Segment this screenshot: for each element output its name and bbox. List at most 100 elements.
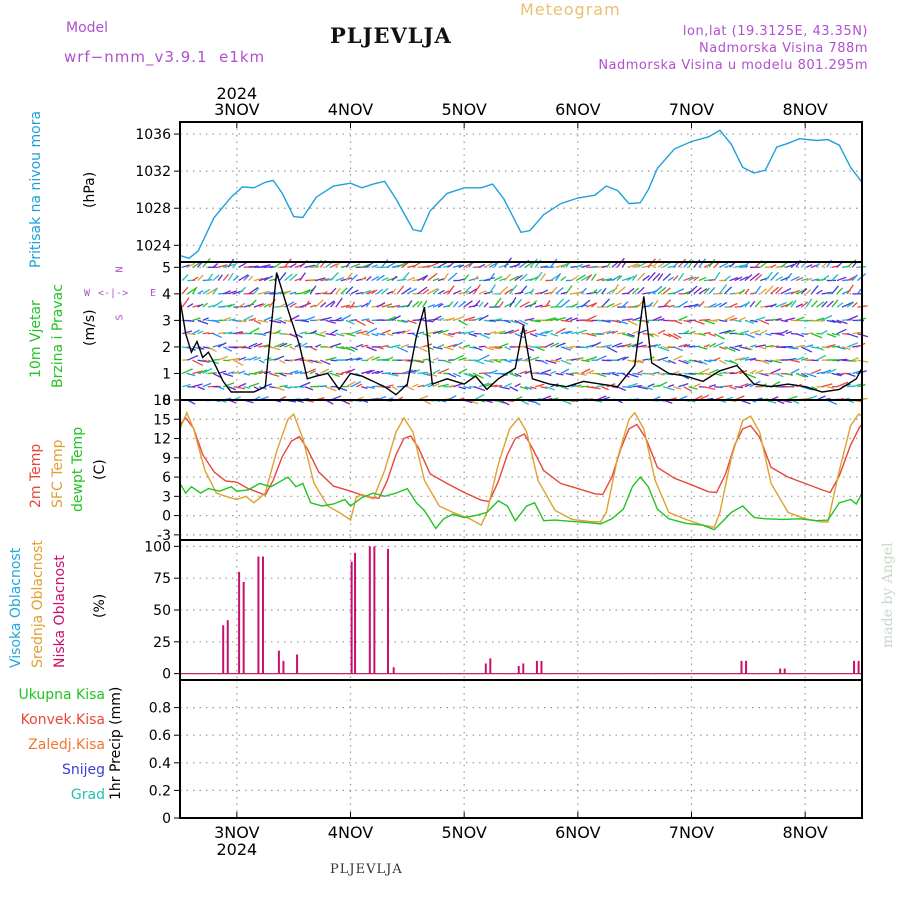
wind-arrow	[626, 275, 635, 282]
wind-arrow	[223, 372, 234, 378]
wind-arrow	[488, 330, 497, 335]
wind-arrow	[555, 287, 564, 295]
wind-arrow	[350, 346, 358, 351]
wind-arrow	[693, 383, 701, 388]
wind-arrow	[698, 288, 708, 295]
wind-arrow	[703, 287, 710, 295]
wind-arrow	[775, 265, 786, 268]
wind-arrow	[800, 372, 809, 378]
wind-arrow	[688, 345, 696, 348]
wind-arrow	[831, 299, 839, 308]
wind-arrow	[719, 371, 727, 375]
y-tick-label: 0.6	[149, 728, 171, 744]
x-day-label-bottom: 3NOV	[214, 823, 259, 842]
wind-arrow	[494, 359, 502, 363]
wind-arrow	[709, 319, 718, 322]
y-tick-label: 6	[162, 470, 171, 486]
x-day-label-bottom: 5NOV	[441, 823, 486, 842]
wind-arrow	[478, 372, 491, 375]
wind-arrow	[284, 290, 292, 295]
wind-arrow	[366, 355, 375, 361]
y-tick-label: 1032	[135, 164, 171, 180]
wind-arrow	[478, 301, 484, 308]
wind-arrow	[545, 342, 554, 348]
wind-arrow	[846, 301, 855, 308]
wind-arrow	[724, 329, 736, 335]
wind-arrow	[432, 357, 439, 361]
wind-arrow	[422, 265, 431, 268]
wind-arrow	[545, 359, 557, 364]
wind-arrow	[473, 275, 479, 282]
wind-arrow	[478, 354, 490, 361]
wind-arrow	[499, 319, 510, 322]
wind-arrow	[611, 372, 619, 377]
wind-arrow	[294, 370, 303, 375]
wind-arrow	[719, 329, 732, 335]
wind-arrow	[473, 316, 483, 321]
wind-arrow	[427, 272, 438, 282]
wind-arrow	[611, 302, 622, 308]
wind-arrow	[182, 383, 191, 388]
wind-arrow	[662, 346, 670, 350]
wind-arrow	[473, 386, 486, 392]
wind-arrow	[499, 263, 509, 268]
wind-arrow	[217, 386, 225, 390]
wind-arrow	[422, 300, 428, 308]
wind-arrow	[187, 333, 196, 336]
wind-arrow	[708, 333, 716, 337]
wind-arrow	[719, 262, 729, 268]
wind-arrow	[821, 330, 828, 335]
wind-arrow	[278, 272, 287, 281]
wind-arrow	[192, 329, 200, 335]
wind-arrow	[468, 304, 479, 308]
wind-arrow	[228, 346, 238, 349]
y-tick-label: 100	[144, 539, 171, 555]
wind-arrow	[744, 372, 757, 379]
wind-arrow	[529, 356, 540, 361]
wind-arrow	[187, 346, 196, 351]
wind-arrow	[616, 356, 627, 361]
wind-arrow	[391, 344, 401, 348]
wind-arrow	[514, 298, 523, 308]
wind-arrow	[667, 333, 679, 340]
wind-arrow	[713, 271, 721, 281]
wind-arrow	[427, 330, 439, 335]
wind-arrow	[678, 315, 688, 321]
wind-arrow	[652, 316, 662, 321]
wind-arrow	[253, 277, 264, 282]
wind-arrow	[263, 371, 272, 375]
y-tick-label: 15	[153, 412, 171, 428]
wind-arrow	[795, 356, 805, 361]
wind-arrow	[683, 330, 690, 335]
wind-arrow	[289, 302, 297, 308]
wind-arrow	[652, 343, 662, 348]
wind-arrow	[447, 272, 458, 282]
wind-arrow	[330, 372, 340, 378]
wind-arrow	[672, 275, 679, 282]
wind-arrow	[749, 358, 757, 361]
wind-arrow	[693, 287, 702, 295]
wind-arrow	[535, 304, 543, 308]
wind-arrow	[402, 369, 414, 375]
wind-arrow	[642, 319, 650, 324]
wind-arrow	[677, 258, 687, 268]
wind-arrow	[222, 382, 235, 388]
wind-arrow	[734, 386, 744, 389]
wind-arrow	[606, 330, 615, 335]
wind-arrow	[550, 274, 560, 282]
wind-arrow	[366, 319, 375, 325]
wind-arrow	[539, 273, 547, 281]
wind-arrow	[417, 286, 428, 295]
wind-arrow	[657, 346, 670, 352]
wind-arrow	[417, 384, 425, 388]
wind-arrow	[801, 386, 813, 391]
wind-arrow	[534, 271, 543, 281]
wind-arrow	[453, 372, 462, 378]
wind-arrow	[693, 259, 701, 268]
wind-arrow	[708, 342, 717, 348]
wind-arrow	[683, 359, 691, 364]
wind-arrow	[836, 381, 849, 388]
wind-arrow	[540, 330, 549, 335]
wind-arrow	[637, 359, 645, 363]
